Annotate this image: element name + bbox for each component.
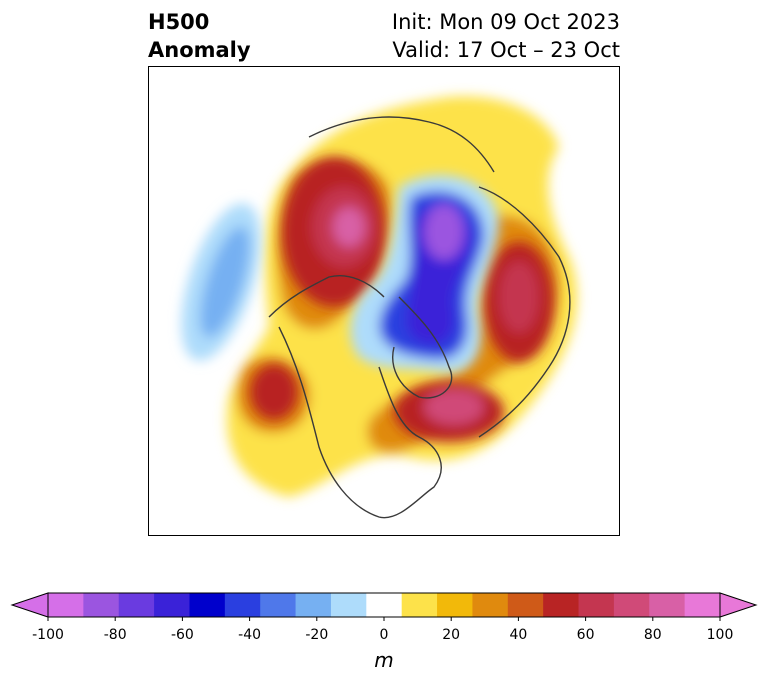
colorbar-extend-high	[719, 592, 758, 618]
negative-anomaly-peak	[424, 204, 464, 260]
title-line-1: H500	[148, 10, 210, 34]
colorbar-swatch	[684, 593, 721, 617]
map-svg	[181, 96, 577, 519]
anomaly-map	[148, 66, 620, 536]
colorbar-extend-low	[10, 592, 49, 618]
colorbar-tick-label: 20	[442, 627, 461, 643]
colorbar-tick-label: 60	[576, 627, 595, 643]
colorbar-tick-label: -100	[32, 627, 64, 643]
chart-title: H500 Anomaly	[148, 8, 251, 64]
coast-alaska	[268, 275, 385, 318]
colorbar-tick-label: -80	[103, 627, 127, 643]
coast-asia-north	[308, 116, 495, 173]
title-line-2: Anomaly	[148, 38, 251, 62]
run-info: Init: Mon 09 Oct 2023 Valid: 17 Oct – 23…	[392, 8, 620, 64]
colorbar-swatch	[437, 593, 473, 617]
colorbar-swatch	[401, 593, 438, 617]
positive-anomaly-cores	[250, 157, 554, 442]
colorbar-swatch	[224, 593, 261, 617]
colorbar-swatch	[613, 593, 650, 617]
colorbar	[10, 592, 758, 621]
anomaly-core-siberia-inner	[499, 261, 539, 333]
colorbar-unit-label: m	[374, 648, 394, 672]
colorbar-swatch	[578, 593, 615, 617]
anomaly-core-beaufort-peak	[333, 207, 365, 247]
colorbar-tick-label: -40	[238, 627, 262, 643]
colorbar-swatch	[649, 593, 686, 617]
colorbar-swatch	[83, 593, 120, 617]
colorbar-swatch	[260, 593, 297, 617]
colorbar-swatch	[543, 593, 580, 617]
colorbar-tick-label: 100	[706, 627, 734, 643]
init-time: Init: Mon 09 Oct 2023	[391, 10, 620, 34]
coast-eurasia	[478, 186, 571, 438]
colorbar-tick-label: 40	[509, 627, 528, 643]
colorbar-tick-label: 80	[643, 627, 662, 643]
colorbar-tick-label: -60	[170, 627, 194, 643]
colorbar-swatch	[189, 593, 226, 617]
colorbar-tick-label: -20	[305, 627, 329, 643]
anomaly-core-scandinavia-inner	[424, 389, 484, 425]
colorbar-swatch	[366, 593, 403, 617]
coast-north-america	[278, 326, 442, 519]
valid-period: Valid: 17 Oct – 23 Oct	[392, 38, 620, 62]
colorbar-swatch	[154, 593, 190, 617]
negative-anomaly-pacific-inner	[200, 226, 250, 338]
anomaly-core-alaska	[250, 364, 298, 420]
colorbar-swatch	[295, 593, 332, 617]
colorbar-tick-label: 0	[379, 627, 389, 643]
colorbar-swatch	[48, 593, 84, 617]
negative-anomalies	[181, 175, 499, 373]
colorbar-swatch	[330, 593, 367, 617]
colorbar-swatch	[472, 593, 509, 617]
coast-greenland	[392, 296, 453, 399]
coastlines	[268, 116, 571, 519]
colorbar-swatch	[118, 593, 155, 617]
colorbar-swatch	[507, 593, 544, 617]
